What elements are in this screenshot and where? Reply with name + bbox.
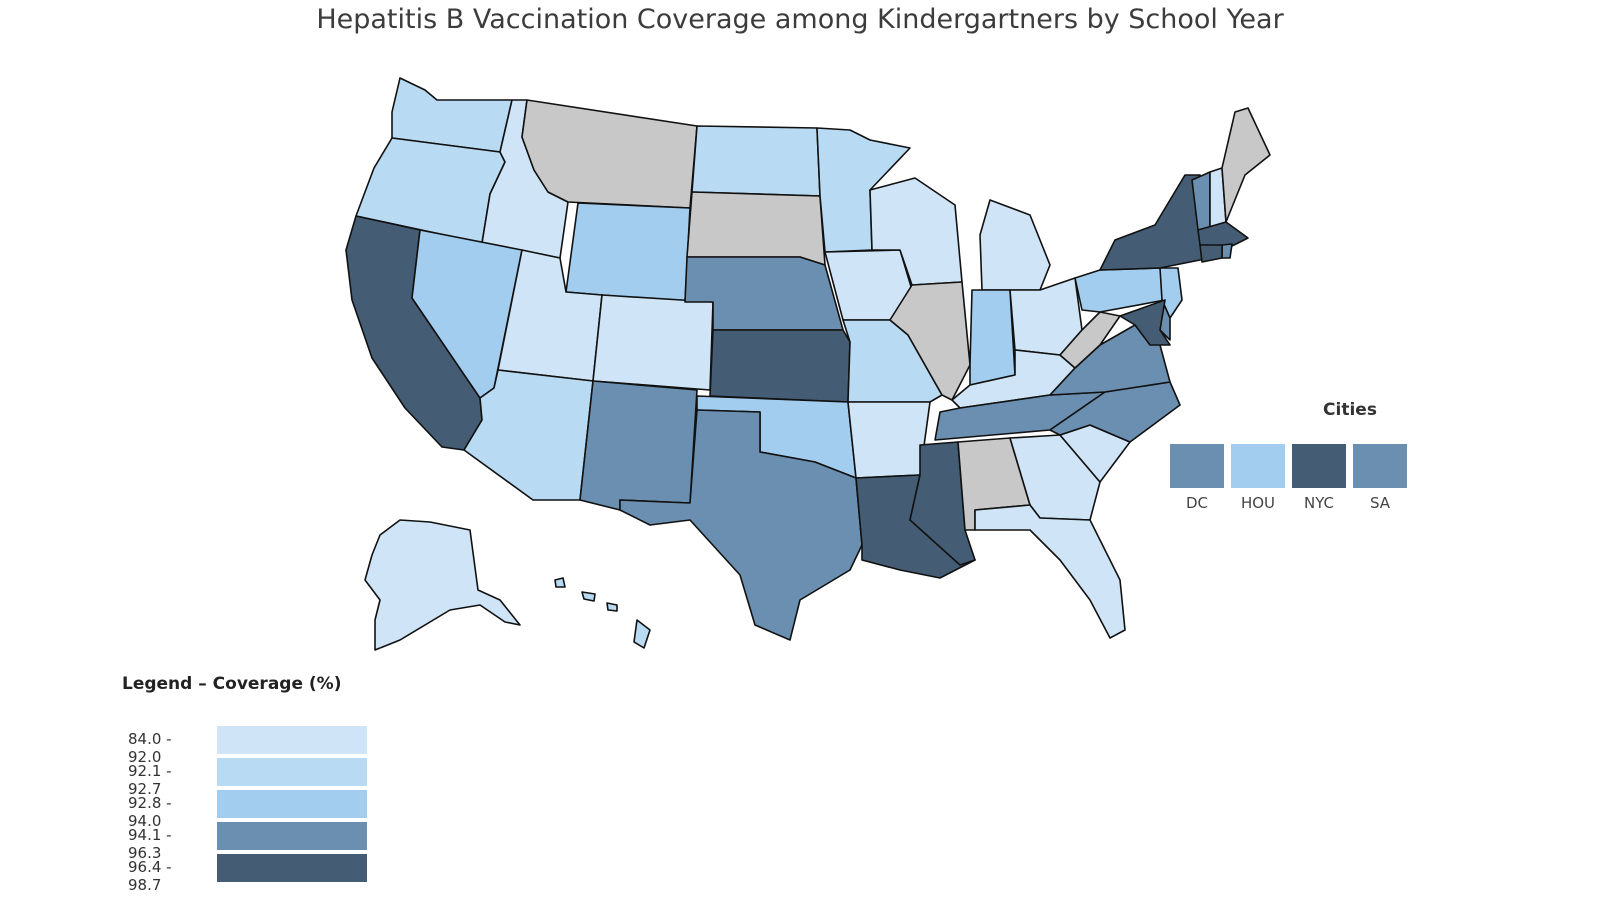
state-ks[interactable] bbox=[709, 329, 851, 403]
state-hi[interactable] bbox=[554, 577, 651, 649]
state-fl[interactable] bbox=[974, 504, 1126, 639]
state-il[interactable] bbox=[889, 281, 971, 401]
cities-legend-title: Cities bbox=[1323, 400, 1377, 420]
legend-swatch bbox=[217, 790, 367, 818]
state-wy[interactable] bbox=[565, 202, 691, 303]
state-md[interactable] bbox=[1119, 299, 1171, 346]
city-swatch bbox=[1231, 444, 1285, 488]
state-ma[interactable] bbox=[1197, 221, 1249, 247]
state-ri[interactable] bbox=[1221, 243, 1233, 259]
state-ny[interactable] bbox=[1099, 174, 1211, 271]
legend-item: 92.1 - 92.7 bbox=[128, 758, 388, 798]
legend-label: 96.4 - 98.7 bbox=[128, 858, 172, 894]
legend-item: 92.8 - 94.0 bbox=[128, 790, 388, 830]
state-ct[interactable] bbox=[1199, 244, 1223, 263]
legend-label: 84.0 - 92.0 bbox=[128, 730, 172, 766]
legend-swatch bbox=[217, 854, 367, 882]
state-mi[interactable] bbox=[979, 199, 1051, 291]
state-ar[interactable] bbox=[847, 401, 931, 479]
state-tx[interactable] bbox=[619, 409, 863, 641]
state-in[interactable] bbox=[969, 289, 1016, 386]
city-swatch bbox=[1170, 444, 1224, 488]
page-title: Hepatitis B Vaccination Coverage among K… bbox=[316, 4, 1284, 35]
legend-label: 92.1 - 92.7 bbox=[128, 762, 172, 798]
legend-label: 92.8 - 94.0 bbox=[128, 794, 172, 830]
city-label: SA bbox=[1369, 494, 1391, 512]
city-dc: DC bbox=[1170, 444, 1224, 512]
state-va[interactable] bbox=[1049, 324, 1171, 396]
city-swatch bbox=[1353, 444, 1407, 488]
state-sd[interactable] bbox=[686, 191, 826, 266]
legend-swatch bbox=[217, 758, 367, 786]
city-sa: SA bbox=[1353, 444, 1407, 512]
city-label: NYC bbox=[1303, 494, 1335, 512]
state-co[interactable] bbox=[592, 294, 714, 391]
state-nm[interactable] bbox=[579, 380, 698, 511]
state-nd[interactable] bbox=[691, 125, 821, 197]
state-nj[interactable] bbox=[1159, 267, 1183, 319]
city-label: DC bbox=[1185, 494, 1209, 512]
city-nyc: NYC bbox=[1292, 444, 1346, 512]
legend-item: 84.0 - 92.0 bbox=[128, 726, 388, 766]
legend-label: 94.1 - 96.3 bbox=[128, 826, 172, 862]
city-hou: HOU bbox=[1231, 444, 1285, 512]
city-label: HOU bbox=[1240, 494, 1276, 512]
coverage-legend-title: Legend – Coverage (%) bbox=[122, 674, 342, 694]
state-me[interactable] bbox=[1221, 107, 1271, 223]
legend-item: 96.4 - 98.7 bbox=[128, 854, 388, 894]
state-ak[interactable] bbox=[364, 519, 521, 651]
city-swatch bbox=[1292, 444, 1346, 488]
legend-swatch bbox=[217, 822, 367, 850]
legend-item: 94.1 - 96.3 bbox=[128, 822, 388, 862]
legend-swatch bbox=[217, 726, 367, 754]
state-mt[interactable] bbox=[521, 99, 698, 209]
